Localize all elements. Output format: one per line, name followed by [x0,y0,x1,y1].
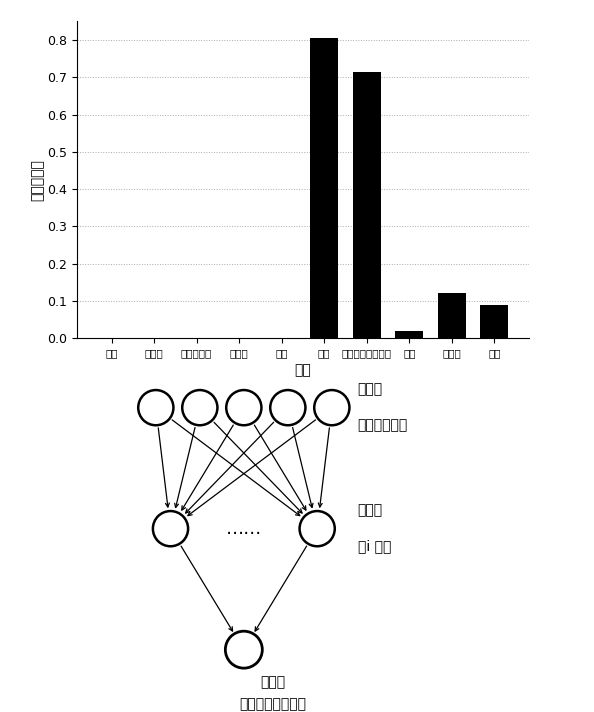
Y-axis label: 相关性系数: 相关性系数 [31,159,45,201]
Text: （受力变形结果）: （受力变形结果） [239,697,307,711]
Text: （桩土参数）: （桩土参数） [358,419,407,433]
Text: 隐藏层: 隐藏层 [358,503,383,518]
Text: 输出层: 输出层 [261,675,286,689]
Bar [353,72,381,338]
Circle shape [138,390,173,425]
Circle shape [299,511,335,546]
Circle shape [314,390,349,425]
Bar [396,331,423,338]
Text: ……: …… [226,520,262,538]
Bar [311,38,338,338]
Text: （i 个）: （i 个） [358,540,391,554]
Circle shape [270,390,305,425]
Circle shape [153,511,188,546]
Circle shape [226,390,261,425]
Bar [481,305,508,338]
Text: 输入层: 输入层 [358,382,383,397]
Circle shape [225,631,263,668]
Bar [438,293,466,338]
X-axis label: 参数: 参数 [295,364,311,377]
Circle shape [182,390,217,425]
